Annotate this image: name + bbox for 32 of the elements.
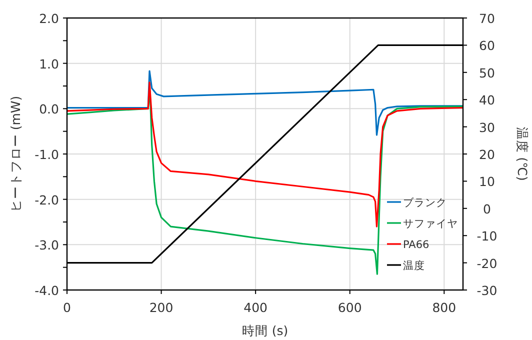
y2-tick-label: 50 [479,65,495,80]
y-tick-label: 0.0 [39,102,60,117]
x-tick-label: 0 [63,300,72,315]
y2-axis-title: 温度 (℃) [515,127,530,181]
y2-tick-label: -20 [476,256,498,271]
legend-label: ブランク [403,196,447,209]
line-series [66,82,464,228]
legend-label: サファイヤ [403,218,458,230]
y2-tick-label: 20 [479,147,495,162]
y2-tick-label: 70 [479,11,495,26]
y-tick-label: 1.0 [39,56,60,72]
line-series [66,70,464,136]
x-axis-title: 時間 (s) [242,323,288,338]
y2-tick-label: 10 [479,174,495,190]
y-tick-label: -3.0 [34,238,60,253]
y-tick-label: -2.0 [34,192,60,208]
y-tick-label: 2.0 [39,11,60,26]
y2-tick-label: 30 [479,120,495,135]
legend-label: PA66 [403,239,430,251]
y-tick-label: -1.0 [34,147,60,162]
x-tick-label: 200 [149,300,174,315]
x-tick-label: 800 [432,300,456,315]
x-tick-label: 400 [244,300,268,315]
y2-tick-label: -30 [476,283,498,298]
y2-tick-label: 40 [479,92,495,108]
y2-tick-label: -10 [476,228,498,244]
y-tick-label: -4.0 [34,283,60,298]
y-axis-title: ヒートフロー (mW) [8,96,23,212]
y2-tick-label: 0 [483,201,492,216]
y2-tick-label: 60 [479,38,495,54]
legend-label: 温度 [403,259,425,272]
x-tick-label: 600 [338,300,362,315]
